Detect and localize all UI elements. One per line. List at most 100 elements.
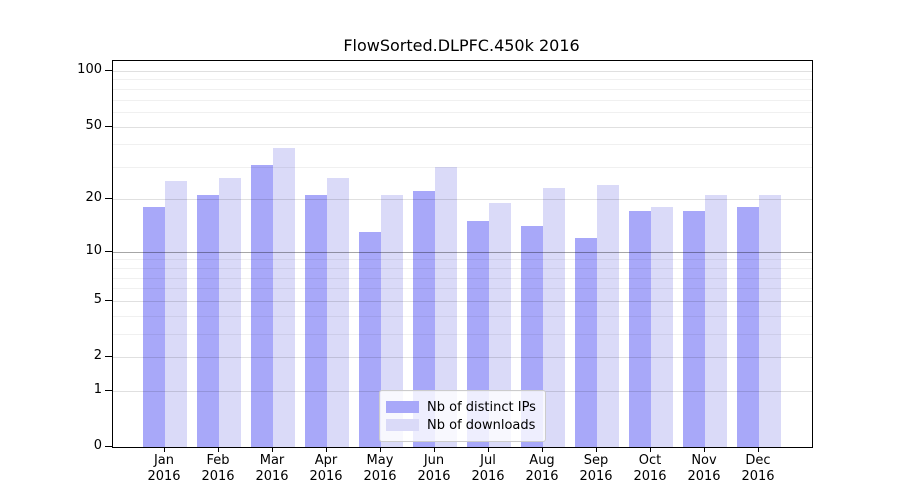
x-tick-label-jan: Jan 2016 bbox=[136, 453, 192, 485]
x-tick-sep bbox=[596, 447, 597, 452]
bar-downloads-dec bbox=[759, 195, 781, 447]
bar-downloads-may bbox=[381, 195, 403, 447]
x-tick-month-jun: Jun bbox=[423, 453, 445, 468]
x-tick-oct bbox=[650, 447, 651, 452]
bar-downloads-jul bbox=[489, 202, 511, 447]
y-tick-2 bbox=[105, 356, 112, 358]
x-tick-jun bbox=[434, 447, 435, 452]
x-tick-month-feb: Feb bbox=[206, 453, 230, 468]
x-tick-label-aug: Aug 2016 bbox=[514, 453, 570, 485]
y-tick-20 bbox=[105, 197, 112, 199]
x-tick-label-oct: Oct 2016 bbox=[622, 453, 678, 485]
chart-title: FlowSorted.DLPFC.450k 2016 bbox=[343, 36, 580, 55]
x-tick-month-aug: Aug bbox=[529, 453, 555, 468]
x-tick-aug bbox=[542, 447, 543, 452]
y-tick-0 bbox=[105, 446, 112, 447]
y-tick-label-2: 2 bbox=[93, 348, 102, 364]
y-tick-label-50: 50 bbox=[85, 117, 102, 133]
x-tick-label-jul: Jul 2016 bbox=[460, 453, 516, 485]
bar-downloads-aug bbox=[543, 188, 565, 447]
bar-ips-feb bbox=[197, 195, 219, 447]
x-tick-month-dec: Dec bbox=[745, 453, 771, 468]
x-tick-label-nov: Nov 2016 bbox=[676, 453, 732, 485]
y-tick-50 bbox=[105, 125, 112, 127]
x-tick-apr bbox=[326, 447, 327, 452]
bar-downloads-mar bbox=[273, 148, 295, 447]
x-tick-year-apr: 2016 bbox=[309, 469, 343, 484]
x-tick-label-mar: Mar 2016 bbox=[244, 453, 300, 485]
x-tick-month-jul: Jul bbox=[480, 453, 496, 468]
gridline-100 bbox=[113, 70, 812, 72]
y-tick-label-10: 10 bbox=[85, 242, 102, 258]
bar-downloads-oct bbox=[651, 207, 673, 447]
x-tick-may bbox=[380, 447, 381, 452]
legend-swatch-downloads bbox=[386, 419, 419, 431]
x-tick-dec bbox=[758, 447, 759, 452]
legend: Nb of distinct IPs Nb of downloads bbox=[379, 390, 546, 442]
gridline-minor-60 bbox=[113, 111, 812, 113]
x-tick-label-may: May 2016 bbox=[352, 453, 408, 485]
x-tick-month-may: May bbox=[366, 453, 394, 468]
x-tick-year-aug: 2016 bbox=[525, 469, 559, 484]
y-tick-10 bbox=[105, 250, 112, 252]
x-tick-mar bbox=[272, 447, 273, 452]
y-tick-label-0: 0 bbox=[93, 438, 102, 453]
x-tick-jul bbox=[488, 447, 489, 452]
x-tick-label-feb: Feb 2016 bbox=[190, 453, 246, 485]
x-tick-feb bbox=[218, 447, 219, 452]
x-tick-year-oct: 2016 bbox=[633, 469, 667, 484]
legend-swatch-distinct-ips bbox=[386, 401, 419, 413]
bar-ips-jan bbox=[143, 207, 165, 447]
x-tick-month-sep: Sep bbox=[583, 453, 609, 468]
x-tick-year-feb: 2016 bbox=[201, 469, 235, 484]
plot-area: Nb of distinct IPs Nb of downloads bbox=[112, 60, 813, 448]
gridline-50 bbox=[113, 126, 812, 128]
legend-label-downloads: Nb of downloads bbox=[427, 417, 536, 433]
x-tick-year-jun: 2016 bbox=[417, 469, 451, 484]
bar-ips-jun bbox=[413, 191, 435, 447]
x-tick-label-sep: Sep 2016 bbox=[568, 453, 624, 485]
bar-ips-dec bbox=[737, 207, 759, 447]
y-tick-1 bbox=[105, 389, 112, 391]
x-tick-year-dec: 2016 bbox=[741, 469, 775, 484]
bar-downloads-apr bbox=[327, 178, 349, 447]
bar-ips-sep bbox=[575, 237, 597, 447]
bar-downloads-jan bbox=[165, 181, 187, 447]
x-tick-month-mar: Mar bbox=[259, 453, 285, 468]
x-tick-year-jul: 2016 bbox=[471, 469, 505, 484]
bar-ips-may bbox=[359, 231, 381, 447]
bar-ips-nov bbox=[683, 211, 705, 447]
x-tick-label-dec: Dec 2016 bbox=[730, 453, 786, 485]
bar-downloads-jun bbox=[435, 167, 457, 447]
x-tick-year-jan: 2016 bbox=[147, 469, 181, 484]
x-tick-year-may: 2016 bbox=[363, 469, 397, 484]
gridline-minor-30 bbox=[113, 167, 812, 169]
x-tick-year-nov: 2016 bbox=[687, 469, 721, 484]
legend-item-distinct-ips: Nb of distinct IPs bbox=[386, 399, 536, 415]
y-tick-label-100: 100 bbox=[77, 61, 102, 77]
gridline-minor-40 bbox=[113, 144, 812, 146]
legend-item-downloads: Nb of downloads bbox=[386, 417, 536, 433]
y-tick-label-1: 1 bbox=[93, 381, 102, 397]
x-tick-label-apr: Apr 2016 bbox=[298, 453, 354, 485]
x-tick-year-mar: 2016 bbox=[255, 469, 289, 484]
bar-ips-oct bbox=[629, 211, 651, 447]
bar-downloads-sep bbox=[597, 184, 619, 447]
y-tick-label-20: 20 bbox=[85, 189, 102, 205]
x-tick-jan bbox=[164, 447, 165, 452]
bar-downloads-feb bbox=[219, 178, 241, 447]
gridline-minor-80 bbox=[113, 88, 812, 90]
gridline-minor-90 bbox=[113, 79, 812, 81]
x-tick-nov bbox=[704, 447, 705, 452]
bar-downloads-nov bbox=[705, 195, 727, 447]
y-tick-5 bbox=[105, 299, 112, 301]
x-tick-month-apr: Apr bbox=[314, 453, 338, 468]
y-tick-label-5: 5 bbox=[93, 291, 102, 307]
x-tick-month-oct: Oct bbox=[638, 453, 662, 468]
legend-label-distinct-ips: Nb of distinct IPs bbox=[427, 399, 536, 415]
x-tick-month-jan: Jan bbox=[153, 453, 175, 468]
x-tick-label-jun: Jun 2016 bbox=[406, 453, 462, 485]
bar-ips-mar bbox=[251, 164, 273, 447]
y-tick-100 bbox=[105, 69, 112, 71]
